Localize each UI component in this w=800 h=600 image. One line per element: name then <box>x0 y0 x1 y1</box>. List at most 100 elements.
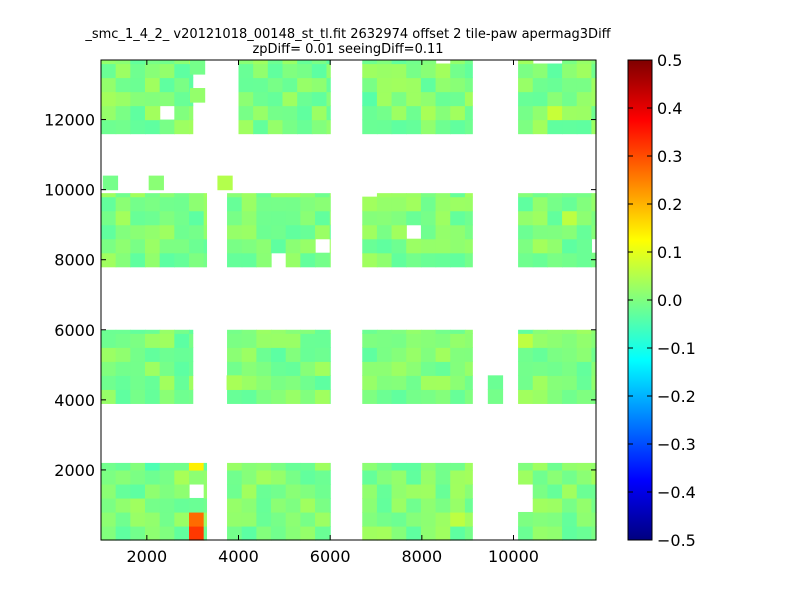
heatmap-cell <box>562 196 578 212</box>
heatmap-cell <box>406 462 422 471</box>
heatmap-cell <box>420 252 437 268</box>
heatmap-cell <box>203 525 208 541</box>
heatmap-cell <box>159 210 175 226</box>
heatmap-cell <box>115 389 131 404</box>
heatmap-cell <box>518 361 534 376</box>
heatmap-cell <box>285 469 301 485</box>
x-tick-label: 2000 <box>126 547 167 566</box>
heatmap-cell <box>145 525 161 541</box>
heatmap-cell <box>450 497 466 513</box>
heatmap-cell <box>285 483 301 499</box>
heatmap-cell <box>362 105 378 121</box>
heatmap-cell <box>130 60 146 65</box>
heatmap-cell <box>420 238 437 254</box>
heatmap-cell <box>282 60 298 65</box>
heatmap-cell <box>145 224 161 240</box>
heatmap-cell <box>576 347 593 362</box>
heatmap-cell <box>532 469 549 485</box>
heatmap-cell <box>189 252 205 268</box>
heatmap-cell <box>464 196 473 212</box>
colorbar-tick-label: −0.4 <box>657 483 696 502</box>
heatmap-cell <box>326 91 331 107</box>
heatmap-cell <box>591 196 597 212</box>
heatmap-cell <box>300 210 316 226</box>
heatmap-cell <box>518 77 534 93</box>
heatmap-cell <box>203 252 208 268</box>
heatmap-cell <box>271 483 287 499</box>
heatmap-cell <box>532 77 549 93</box>
heatmap-cell <box>547 193 563 198</box>
y-tick-label: 12000 <box>44 111 95 130</box>
heatmap-cell <box>282 77 298 93</box>
heatmap-cell <box>315 193 331 198</box>
heatmap-cell <box>420 497 437 513</box>
heatmap-cell <box>562 525 578 541</box>
heatmap-cell <box>311 77 328 93</box>
heatmap-cell <box>547 483 563 499</box>
heatmap-cell <box>101 77 117 93</box>
heatmap-cell <box>256 193 272 198</box>
heatmap-cell <box>227 497 243 513</box>
heatmap-cell <box>420 224 437 240</box>
heatmap-cell <box>518 469 534 485</box>
heatmap-cell <box>362 347 378 362</box>
heatmap-cell <box>311 119 328 135</box>
heatmap-cell <box>547 77 563 93</box>
heatmap-cell <box>189 361 194 376</box>
heatmap-cell <box>189 193 205 198</box>
heatmap-cell <box>562 329 578 334</box>
heatmap-cell <box>464 119 473 135</box>
heatmap-cell <box>256 238 272 254</box>
heatmap-cell <box>189 347 194 362</box>
heatmap-cell <box>391 252 407 268</box>
heatmap-cell <box>362 511 378 527</box>
x-tick-label: 10000 <box>488 547 539 566</box>
heatmap-cell <box>256 511 272 527</box>
heatmap-cell <box>241 469 257 485</box>
heatmap-cell <box>547 497 563 513</box>
heatmap-cell <box>406 483 422 499</box>
heatmap-cell <box>532 91 549 107</box>
heatmap-cell <box>315 361 331 376</box>
heatmap-cell <box>227 361 243 376</box>
heatmap-cell <box>464 497 473 513</box>
heatmap-cell <box>159 361 175 376</box>
colorbar-tick-label: 0.3 <box>657 147 682 166</box>
heatmap-cell <box>300 483 316 499</box>
heatmap-cell <box>115 77 131 93</box>
heatmap-cell <box>271 469 287 485</box>
heatmap-cell <box>435 196 451 212</box>
heatmap-cell <box>189 88 206 103</box>
heatmap-cell <box>329 224 331 240</box>
heatmap-cell <box>487 389 504 404</box>
heatmap-cell <box>159 483 175 499</box>
heatmap-cell <box>420 329 437 334</box>
heatmap-cell <box>376 60 393 65</box>
heatmap-cell <box>315 333 331 348</box>
heatmap-cell <box>115 210 131 226</box>
heatmap-cell <box>227 193 243 198</box>
heatmap-cell <box>253 105 269 121</box>
heatmap-cell <box>130 333 146 348</box>
heatmap-cell <box>174 511 190 527</box>
heatmap-cell <box>591 210 597 226</box>
heatmap-cell <box>362 329 378 334</box>
heatmap-cell <box>174 469 190 485</box>
heatmap-cell <box>576 462 593 471</box>
heatmap-cell <box>145 483 161 499</box>
heatmap-cell <box>256 361 272 376</box>
heatmap-cell <box>376 210 393 226</box>
heatmap-cell <box>267 91 284 107</box>
heatmap-cell <box>203 210 208 226</box>
heatmap-cell <box>315 196 331 212</box>
heatmap-cell <box>406 375 422 390</box>
heatmap-cell <box>203 462 208 471</box>
heatmap-cell <box>326 119 331 135</box>
heatmap-cell <box>406 525 422 541</box>
heatmap-cell <box>145 119 161 135</box>
heatmap-cell <box>576 361 593 376</box>
heatmap-cell <box>145 238 161 254</box>
heatmap-cell <box>145 333 161 348</box>
heatmap-cell <box>518 462 534 471</box>
heatmap-cell <box>315 329 331 334</box>
